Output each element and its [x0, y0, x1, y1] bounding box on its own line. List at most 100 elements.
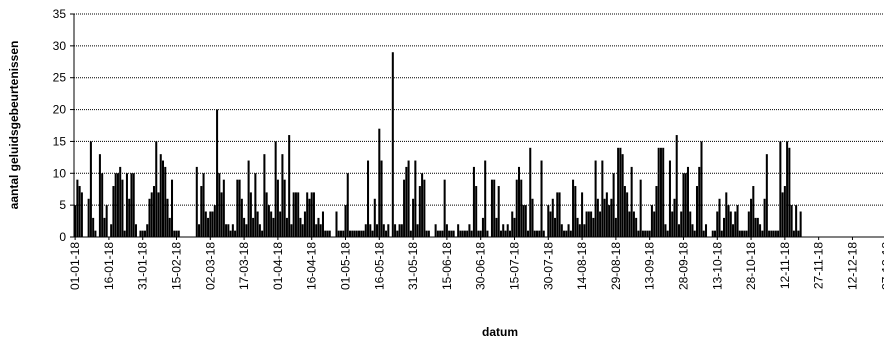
bar	[499, 230, 502, 237]
bar	[551, 198, 554, 237]
x-tick-label: 28-10-18	[744, 242, 758, 290]
bar	[173, 230, 176, 237]
bar	[312, 192, 315, 237]
bar	[276, 179, 279, 237]
bar	[405, 166, 408, 237]
bar	[504, 230, 507, 237]
bar	[328, 230, 331, 237]
y-tick-label: 15	[53, 134, 67, 148]
bar	[272, 217, 275, 237]
bar	[288, 135, 291, 237]
bar	[294, 192, 297, 237]
bar	[252, 217, 255, 237]
bar	[175, 230, 178, 237]
x-tick-label: 16-05-18	[372, 242, 386, 290]
bar	[536, 230, 539, 237]
bar	[168, 217, 171, 237]
bar	[166, 198, 169, 237]
bar	[355, 230, 358, 237]
bar	[247, 160, 250, 237]
bar	[303, 211, 306, 237]
bar	[351, 230, 354, 237]
bar	[281, 154, 284, 237]
bar	[92, 217, 95, 237]
x-tick-label: 17-03-18	[237, 242, 251, 290]
bar	[797, 230, 800, 237]
x-tick-label: 13-09-18	[643, 242, 657, 290]
bar	[427, 230, 430, 237]
bar	[373, 198, 376, 237]
x-tick-labels: 01-01-18 16-01-18 31-01-18 15-02-18 02-03-18…	[68, 242, 884, 290]
bar	[443, 179, 446, 237]
x-tick-label: 27-11-18	[812, 242, 826, 289]
bar	[315, 224, 318, 237]
bar	[403, 179, 406, 237]
bar	[321, 211, 324, 237]
bar	[225, 224, 228, 237]
gridlines	[74, 13, 884, 206]
bar	[619, 147, 622, 237]
bar	[364, 224, 367, 237]
bar	[369, 224, 372, 237]
x-tick-label: 12-12-18	[846, 242, 860, 290]
bar	[754, 217, 757, 237]
bar	[770, 230, 773, 237]
bar	[484, 160, 487, 237]
bar	[565, 230, 568, 237]
bar	[94, 230, 97, 237]
bar	[200, 186, 203, 237]
bar	[87, 198, 90, 237]
bar	[540, 160, 543, 237]
bar	[89, 141, 92, 237]
bar	[563, 230, 566, 237]
bar	[216, 109, 219, 237]
bar	[297, 192, 300, 237]
bar	[202, 173, 205, 237]
bar	[781, 192, 784, 237]
x-tick-label: 28-09-18	[677, 242, 691, 290]
bar	[387, 224, 390, 237]
bar	[481, 217, 484, 237]
bar	[171, 179, 174, 237]
bar	[772, 230, 775, 237]
bar	[515, 179, 518, 237]
bar	[342, 230, 345, 237]
bar	[556, 192, 559, 237]
x-tick-label: 01-04-18	[271, 242, 285, 290]
bar	[434, 224, 437, 237]
bar	[768, 230, 771, 237]
bar	[700, 141, 703, 237]
bar	[139, 230, 142, 237]
bar	[317, 217, 320, 237]
bar	[761, 230, 764, 237]
x-tick-label: 01-01-18	[68, 242, 82, 290]
bar	[209, 211, 212, 237]
bar	[324, 230, 327, 237]
bar	[468, 224, 471, 237]
bars	[74, 52, 802, 238]
bar	[344, 205, 347, 237]
bar	[198, 224, 201, 237]
bar	[572, 179, 575, 237]
bar	[522, 205, 525, 237]
bar	[141, 230, 144, 237]
bar	[594, 160, 597, 237]
bar	[103, 217, 106, 237]
bar	[632, 211, 635, 237]
bar	[680, 211, 683, 237]
bar	[714, 230, 717, 237]
bar	[110, 224, 113, 237]
bar	[626, 192, 629, 237]
bar	[578, 224, 581, 237]
bar	[128, 198, 131, 237]
bar	[668, 160, 671, 237]
bar	[621, 154, 624, 237]
bar	[612, 173, 615, 237]
bar	[592, 217, 595, 237]
bar	[682, 173, 685, 237]
bar	[763, 198, 766, 237]
bar	[353, 230, 356, 237]
bar	[292, 192, 295, 237]
bar	[630, 166, 633, 237]
